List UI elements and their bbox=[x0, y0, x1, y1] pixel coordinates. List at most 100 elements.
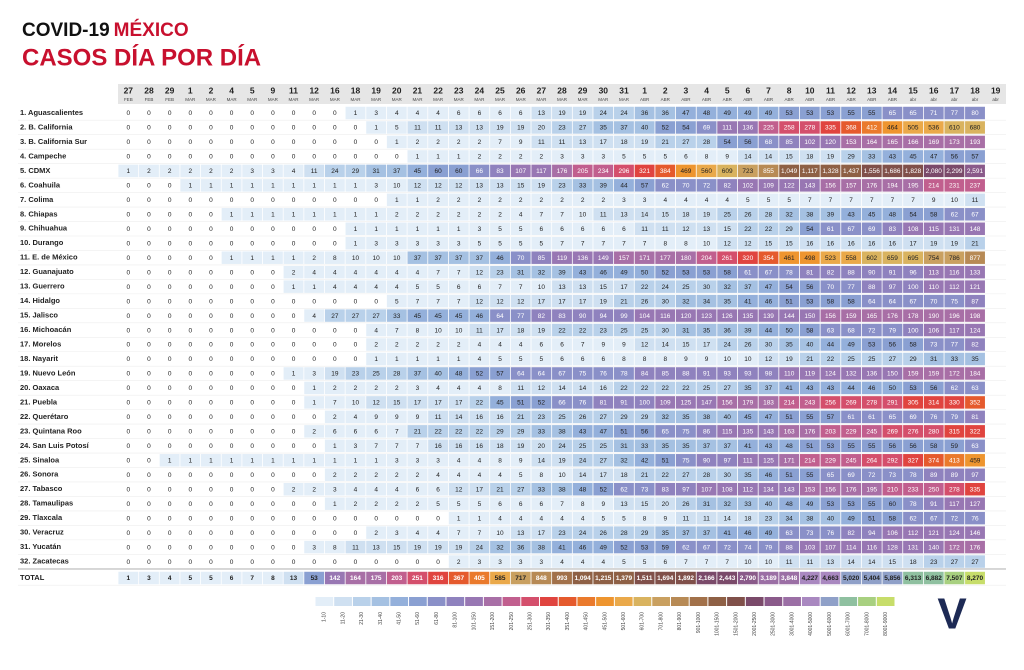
cell-value: 150 bbox=[887, 371, 898, 378]
heat-cell bbox=[201, 410, 221, 424]
heat-cell bbox=[201, 511, 221, 525]
heat-cell bbox=[221, 410, 242, 424]
heat-cell bbox=[428, 338, 449, 351]
column-month: ABR bbox=[743, 97, 753, 102]
heat-cell bbox=[324, 121, 345, 134]
cell-value: 322 bbox=[970, 429, 981, 436]
heat-cell bbox=[262, 526, 283, 539]
cell-value: 148 bbox=[970, 226, 981, 233]
cell-value: 6 bbox=[498, 501, 502, 508]
heat-cell bbox=[345, 425, 366, 438]
cell-value: 134 bbox=[763, 486, 774, 493]
heat-cell bbox=[675, 540, 696, 554]
heat-cell bbox=[448, 381, 469, 395]
cell-value: 30 bbox=[724, 472, 732, 479]
cell-value: 2,443 bbox=[719, 575, 736, 582]
heat-cell bbox=[758, 179, 779, 192]
heat-cell bbox=[634, 236, 655, 250]
cell-value: 54 bbox=[724, 139, 732, 146]
cell-value: 50 bbox=[889, 385, 897, 392]
heat-cell bbox=[139, 164, 159, 178]
cell-value: 37 bbox=[744, 284, 752, 291]
heat-cell bbox=[242, 352, 263, 366]
heat-cell bbox=[882, 222, 903, 235]
heat-cell bbox=[552, 352, 572, 366]
heat-cell bbox=[552, 454, 572, 467]
heat-cell bbox=[366, 164, 387, 178]
heat-cell bbox=[655, 150, 676, 163]
heat-cell bbox=[118, 222, 139, 235]
heat-cell bbox=[841, 193, 862, 207]
cell-value: 81 bbox=[806, 269, 814, 276]
heat-cell bbox=[428, 164, 449, 178]
heat-cell bbox=[593, 294, 614, 308]
heat-cell bbox=[139, 179, 159, 192]
heat-cell bbox=[221, 323, 242, 337]
cell-value: 0 bbox=[312, 110, 316, 117]
cell-value: 26 bbox=[744, 342, 752, 349]
cell-value: 5 bbox=[540, 356, 544, 363]
heat-cell bbox=[737, 410, 758, 424]
column-day: 15 bbox=[908, 85, 918, 95]
cell-value: 100 bbox=[639, 400, 650, 407]
cell-value: 21 bbox=[641, 472, 649, 479]
heat-cell bbox=[366, 323, 387, 337]
heat-cell bbox=[118, 309, 139, 322]
cell-value: 81 bbox=[600, 400, 608, 407]
cell-value: 1 bbox=[230, 183, 234, 190]
heat-cell bbox=[407, 236, 428, 250]
cell-value: 25 bbox=[847, 356, 855, 363]
heat-cell bbox=[799, 482, 820, 496]
cell-value: 27 bbox=[600, 414, 608, 421]
heat-cell bbox=[572, 468, 593, 481]
cell-value: 536 bbox=[928, 125, 939, 132]
cell-value: 131 bbox=[908, 544, 919, 551]
cell-value: 0 bbox=[230, 298, 234, 305]
heat-cell bbox=[469, 555, 490, 568]
cell-value: 41 bbox=[744, 443, 752, 450]
cell-value: 81 bbox=[971, 414, 979, 421]
row-name: 25. Sinaloa bbox=[20, 455, 60, 464]
heat-cell bbox=[820, 208, 841, 221]
cell-value: 0 bbox=[250, 371, 254, 378]
row-name: 9. Chihuahua bbox=[20, 224, 68, 233]
cell-value: 91 bbox=[703, 371, 711, 378]
cell-value: 41 bbox=[786, 385, 794, 392]
heat-cell bbox=[386, 555, 407, 568]
heat-cell bbox=[965, 179, 985, 192]
cell-value: 0 bbox=[292, 515, 296, 522]
heat-cell bbox=[345, 540, 366, 554]
heat-cell bbox=[201, 454, 221, 467]
heat-cell bbox=[180, 294, 201, 308]
cell-value: 33 bbox=[868, 154, 876, 161]
cell-value: 51 bbox=[517, 400, 525, 407]
cell-value: 233 bbox=[908, 486, 919, 493]
cell-value: 82 bbox=[724, 183, 732, 190]
heat-cell bbox=[469, 265, 490, 279]
heat-cell bbox=[262, 135, 283, 149]
cell-value: 16 bbox=[827, 240, 835, 247]
cell-value: 6 bbox=[540, 342, 544, 349]
cell-value: 2 bbox=[395, 472, 399, 479]
heat-cell bbox=[675, 309, 696, 322]
cell-value: 315 bbox=[949, 429, 960, 436]
row-name: 8. Chiapas bbox=[20, 209, 58, 218]
heat-cell bbox=[510, 164, 531, 178]
heat-cell bbox=[490, 468, 510, 481]
legend-label: 8001-9000 bbox=[883, 612, 889, 636]
heat-cell bbox=[655, 367, 676, 380]
heat-cell bbox=[345, 294, 366, 308]
heat-cell bbox=[903, 338, 923, 351]
heat-cell bbox=[593, 497, 614, 510]
cell-value: 2 bbox=[374, 342, 378, 349]
heat-cell bbox=[841, 352, 862, 366]
heat-cell bbox=[634, 497, 655, 510]
cell-value: 12 bbox=[496, 298, 504, 305]
cell-value: 5 bbox=[540, 240, 544, 247]
heat-cell bbox=[861, 410, 882, 424]
cell-value: 43 bbox=[806, 385, 814, 392]
heat-cell bbox=[655, 526, 676, 539]
heat-cell bbox=[593, 338, 614, 351]
cell-value: 19 bbox=[517, 125, 525, 132]
cell-value: 2 bbox=[457, 559, 461, 566]
